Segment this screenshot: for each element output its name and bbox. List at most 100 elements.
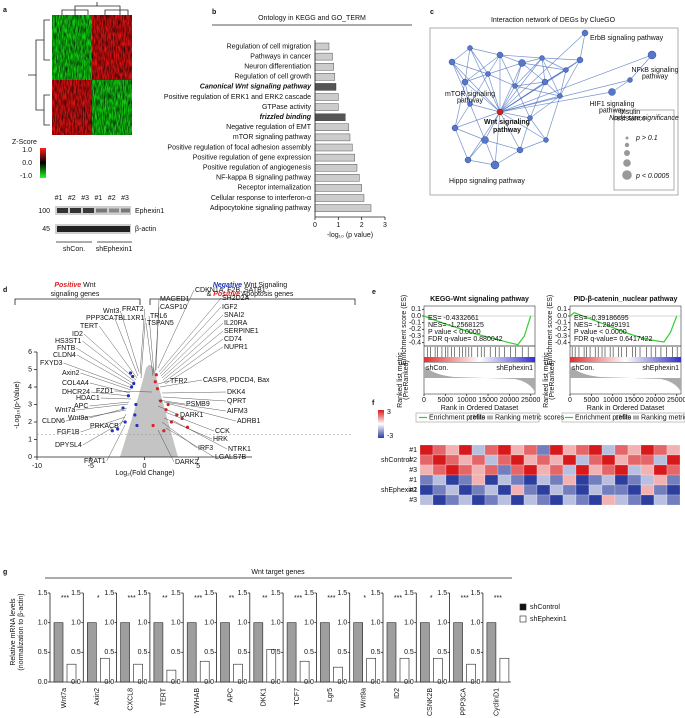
heatmap-cell	[575, 464, 590, 476]
bar	[314, 133, 351, 142]
leader-line	[140, 317, 146, 379]
bar	[286, 622, 297, 683]
heatmap-cell	[562, 474, 577, 486]
category-label: frizzled binding	[260, 114, 312, 121]
y-tick-label: 1.0	[171, 620, 181, 627]
network-edge	[545, 95, 561, 141]
bar	[186, 622, 197, 683]
heatmap-cell	[432, 464, 447, 476]
leader-line	[158, 297, 222, 373]
heatmap-cell	[666, 494, 681, 506]
bar	[314, 204, 372, 212]
bar	[87, 622, 97, 683]
y-tick-label: 0.1	[411, 306, 421, 313]
x-tick-label: Wnt7a	[61, 688, 68, 708]
bar	[314, 174, 360, 182]
heatmap-cell	[549, 464, 564, 476]
network-node	[608, 88, 616, 96]
heatmap-cell	[653, 464, 668, 476]
point	[130, 385, 134, 389]
significance: ***	[61, 595, 69, 602]
heatmap-cell	[523, 464, 538, 476]
leader-line	[160, 314, 224, 377]
heatmap-cell	[419, 494, 434, 506]
y-tick-label: 0.0	[411, 313, 421, 320]
significance: **	[162, 595, 168, 602]
y-tick-label: 0.5	[104, 649, 114, 656]
y-tick-label: 0.0	[71, 679, 81, 686]
heatmap-cell	[458, 464, 473, 476]
row-group-label: shControl	[381, 457, 411, 464]
heatmap-cell	[458, 454, 473, 466]
heatmap-cell	[471, 484, 486, 496]
heatmap-cell	[562, 464, 577, 476]
bar	[314, 52, 333, 61]
leader-line	[76, 354, 134, 387]
leader-line	[164, 411, 215, 432]
network-edge	[487, 73, 501, 113]
heatmap-cell	[523, 444, 538, 456]
heatmap-cell	[471, 454, 486, 466]
heatmap-cell	[549, 494, 564, 506]
legend-item: p < 0.0005	[635, 173, 669, 180]
heatmap-cell	[484, 464, 499, 476]
network-edge	[484, 111, 501, 141]
gene-label: FRAT1	[84, 458, 106, 465]
network-node	[527, 115, 533, 121]
heatmap-cell	[653, 494, 668, 506]
legend-node	[624, 150, 630, 156]
x-tick-label: 10000	[603, 397, 623, 404]
category-label: NF-kappa B signaling pathway	[216, 175, 311, 182]
heatmap-cell	[445, 464, 460, 476]
network-node	[467, 45, 473, 51]
legend-box	[561, 412, 685, 423]
x-tick-label: CXCL8	[127, 688, 134, 711]
leader-line	[89, 401, 130, 407]
y-tick-label: 0.5	[71, 649, 81, 656]
leader-line	[139, 308, 145, 375]
heatmap-cell	[419, 454, 434, 466]
point	[155, 387, 159, 391]
network-node	[467, 101, 473, 107]
y-tick-label: 1.5	[71, 590, 81, 597]
network-edge	[499, 111, 547, 141]
bar	[320, 622, 330, 683]
y-tick-label: -0.2	[409, 326, 421, 333]
heatmap-cell	[614, 444, 629, 456]
network-node	[541, 78, 549, 86]
network-edge	[541, 57, 546, 83]
network-edge	[519, 117, 531, 151]
bar	[253, 622, 264, 683]
category-label: Neuron differentiation	[244, 64, 311, 71]
heatmap-cell	[510, 444, 525, 456]
y-tick-label: 1.5	[138, 590, 148, 597]
significance: ***	[194, 595, 202, 602]
y-tick-label: 0.0	[437, 679, 447, 686]
legend-swatch	[487, 415, 493, 420]
y-tick-label: 0.1	[557, 306, 567, 313]
leader-line	[148, 315, 155, 375]
network-edge	[629, 54, 653, 81]
network-node	[496, 108, 504, 116]
chart-title: PID-β-catenin_nuclear pathway	[574, 296, 678, 303]
bar	[220, 622, 230, 683]
point	[133, 413, 137, 417]
network-node	[490, 160, 500, 170]
group-label: shEphexin1	[496, 365, 533, 372]
x-tick-label: CyclinD1	[494, 688, 501, 716]
y-tick-label: 0.5	[437, 649, 447, 656]
legend-tick: -1.0	[20, 173, 32, 180]
stat-text: FDR q-value= 0.6417422	[574, 336, 653, 343]
x-tick-label: TERT	[161, 687, 168, 706]
heatmap-cell	[562, 484, 577, 496]
heatmap-cell	[523, 494, 538, 506]
legend-swatch	[519, 615, 527, 623]
gene-label: TERT	[80, 323, 99, 330]
heatmap-cell	[445, 444, 460, 456]
network-edge	[451, 61, 466, 83]
network-node	[496, 51, 504, 59]
y-tick-label: 1	[28, 436, 32, 443]
y-tick-label: 0.0	[371, 679, 381, 686]
heatmap-cell	[419, 444, 434, 456]
